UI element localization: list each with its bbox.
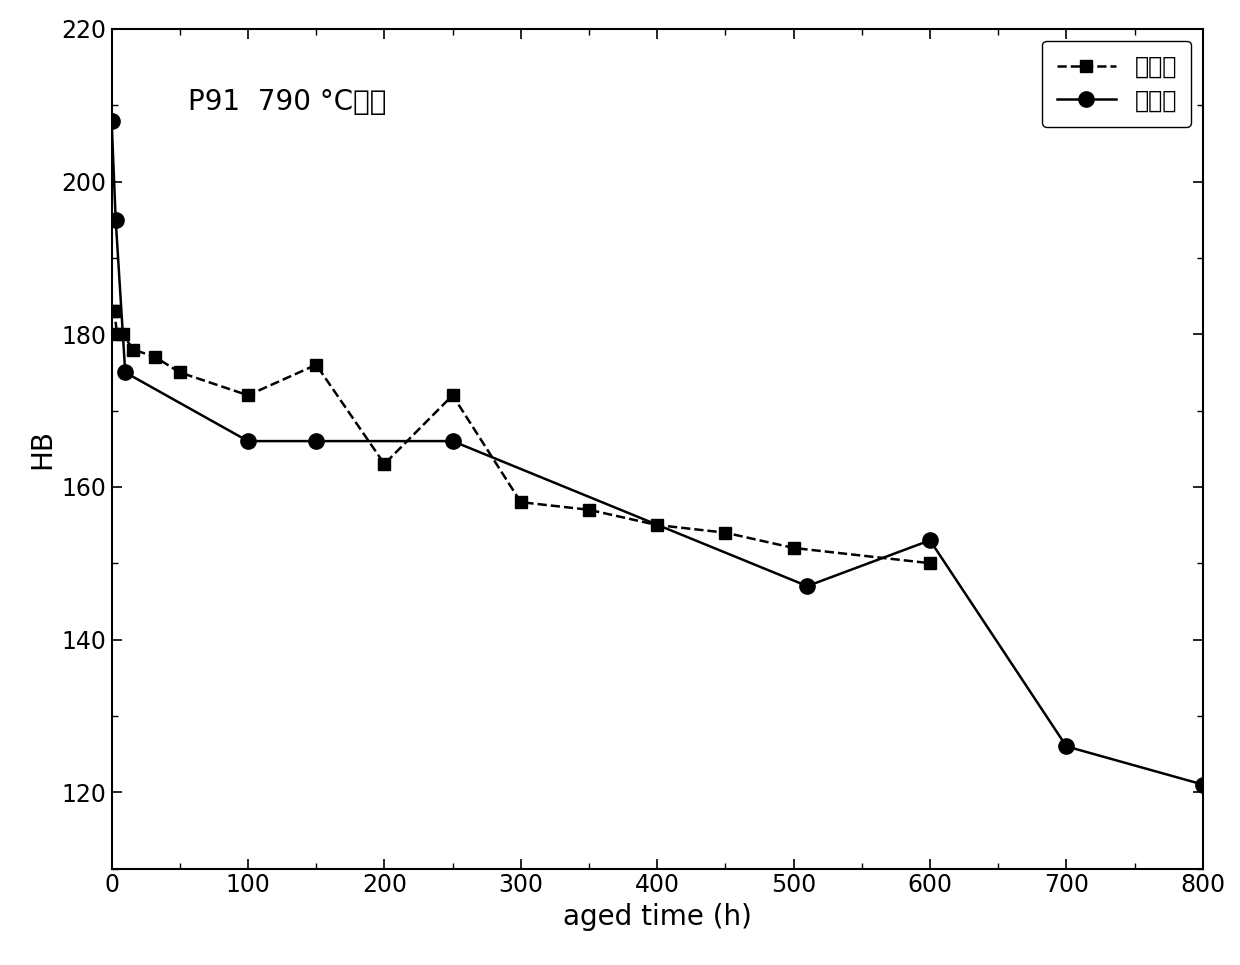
第二批 <box>445 435 460 447</box>
第一批 <box>148 351 162 363</box>
第二批 <box>800 580 815 592</box>
第二批 <box>309 435 324 447</box>
第一批 <box>786 542 801 554</box>
第一批 <box>309 359 324 371</box>
第二批 <box>104 115 119 126</box>
第一批 <box>107 306 122 317</box>
第一批 <box>104 306 119 317</box>
Line: 第二批: 第二批 <box>104 113 1210 792</box>
第一批 <box>650 519 665 531</box>
第一批 <box>241 390 255 401</box>
Text: P91  790 °C时效: P91 790 °C时效 <box>188 88 387 116</box>
第一批 <box>172 367 187 378</box>
第一批 <box>109 328 124 340</box>
第一批 <box>718 527 733 538</box>
第一批 <box>115 328 130 340</box>
第二批 <box>923 535 937 546</box>
Line: 第一批: 第一批 <box>105 305 936 569</box>
第一批 <box>923 558 937 569</box>
第一批 <box>445 390 460 401</box>
第一批 <box>513 496 528 508</box>
X-axis label: aged time (h): aged time (h) <box>563 903 751 931</box>
第二批 <box>118 367 133 378</box>
Y-axis label: HB: HB <box>29 428 56 469</box>
第一批 <box>126 344 141 355</box>
Legend: 第一批, 第二批: 第一批, 第二批 <box>1043 41 1190 126</box>
第二批 <box>108 214 123 226</box>
第一批 <box>377 458 392 470</box>
第二批 <box>1059 740 1074 752</box>
第一批 <box>582 504 596 515</box>
第二批 <box>1195 779 1210 790</box>
第二批 <box>241 435 255 447</box>
